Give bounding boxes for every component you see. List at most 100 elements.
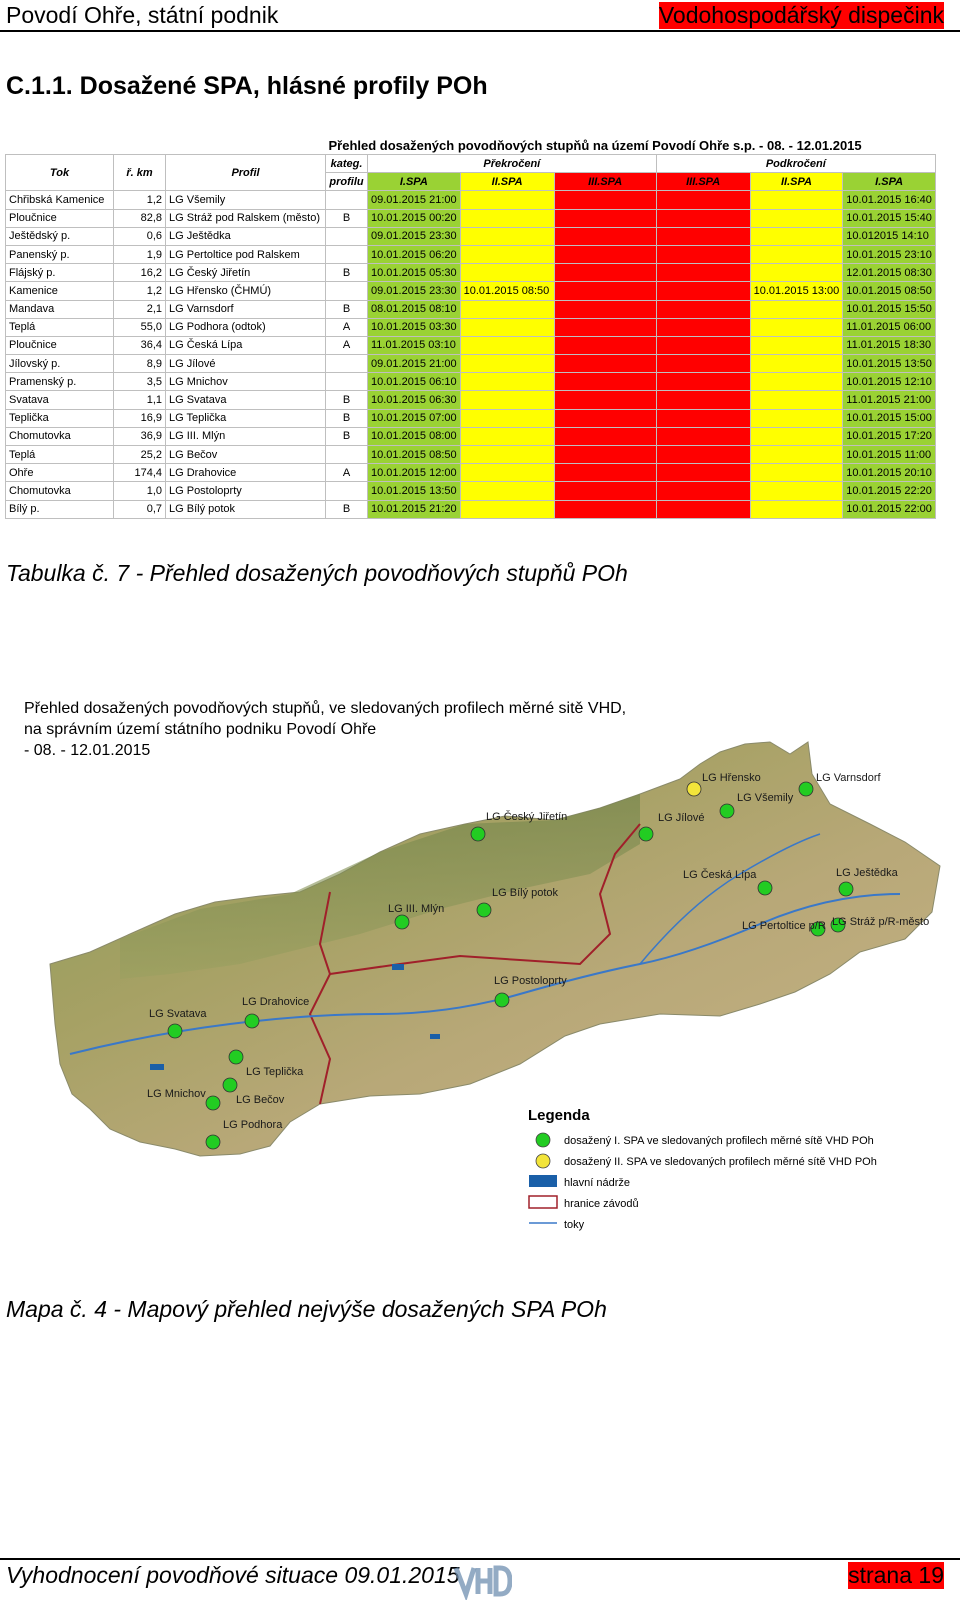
cell-tok: Ohře bbox=[5, 463, 114, 483]
cell-spa1-receded: 10.012015 14:10 bbox=[842, 226, 936, 246]
col-header-kateg: kateg. bbox=[325, 153, 368, 174]
cell-profil: LG Bečov bbox=[165, 444, 326, 465]
cell-rkm: 36,4 bbox=[113, 335, 166, 356]
cell-spa2-receded bbox=[749, 190, 844, 210]
cell-kategorie: B bbox=[325, 263, 368, 283]
table-row: Panenský p. 1,9 LG Pertoltice pod Ralskem 1… bbox=[5, 244, 936, 265]
cell-spa3-exceeded bbox=[553, 372, 657, 392]
cell-spa1-receded: 10.01.2015 20:10 bbox=[842, 463, 936, 483]
cell-spa3-exceeded bbox=[553, 354, 657, 374]
cell-spa3-receded bbox=[655, 208, 751, 228]
table-row: Flájský p. 16,2 LG Český Jiřetín B 10.01.201… bbox=[5, 263, 936, 283]
cell-tok: Flájský p. bbox=[5, 263, 114, 283]
cell-spa1-receded: 11.01.2015 18:30 bbox=[842, 335, 936, 356]
cell-tok: Chomutovka bbox=[5, 426, 114, 447]
cell-spa2-exceeded bbox=[459, 317, 555, 337]
cell-spa3-receded bbox=[655, 372, 751, 392]
cell-spa2-receded bbox=[749, 372, 844, 392]
cell-kategorie: A bbox=[325, 335, 368, 356]
col-header-prekroceni: Překročení bbox=[367, 153, 657, 174]
cell-tok: Kamenice bbox=[5, 281, 114, 301]
mountain-ridge bbox=[120, 794, 640, 979]
cell-spa2-receded bbox=[749, 354, 844, 374]
basin-map: LG Varnsdorf LG Hřensko LG Všemily LG Český… bbox=[49, 741, 941, 1231]
table-header-row-1: Tok ř. km Profil kateg. Překročení Podkr… bbox=[5, 153, 936, 192]
cell-spa2-receded bbox=[749, 481, 844, 501]
station-marker bbox=[798, 781, 814, 797]
station-marker bbox=[830, 917, 846, 933]
legend-item: hlavní nádrže bbox=[564, 1177, 630, 1189]
cell-spa3-receded bbox=[655, 481, 751, 501]
cell-spa1-exceeded: 10.01.2015 06:20 bbox=[367, 244, 461, 265]
station-label: LG Všemily bbox=[737, 792, 794, 804]
station-label: LG Pertoltice p/R bbox=[742, 920, 826, 932]
map-description: Přehled dosažených povodňových stupňů, v… bbox=[24, 698, 626, 761]
cell-spa1-exceeded: 09.01.2015 21:00 bbox=[367, 190, 461, 210]
map-description-line: Přehled dosažených povodňových stupňů, v… bbox=[24, 700, 627, 717]
table-row: Jílovský p. 8,9 LG Jílové 09.01.2015 21:00 1… bbox=[5, 354, 936, 374]
cell-spa2-exceeded bbox=[459, 390, 555, 410]
cell-spa3-exceeded bbox=[553, 444, 657, 465]
cell-profil: LG Podhora (odtok) bbox=[165, 317, 326, 337]
cell-spa2-receded bbox=[749, 335, 844, 356]
col-header-tok: Tok bbox=[5, 153, 114, 192]
cell-rkm: 0,7 bbox=[113, 499, 166, 519]
cell-rkm: 174,4 bbox=[113, 463, 166, 483]
cell-rkm: 82,8 bbox=[113, 208, 166, 228]
col-header-spa3: III.SPA bbox=[553, 172, 657, 192]
cell-spa2-exceeded: 10.01.2015 08:50 bbox=[459, 281, 555, 301]
cell-spa1-exceeded: 09.01.2015 21:00 bbox=[367, 354, 461, 374]
cell-spa3-exceeded bbox=[553, 463, 657, 483]
cell-spa3-receded bbox=[655, 263, 751, 283]
cell-spa2-receded bbox=[749, 444, 844, 465]
station-label: LG Drahovice bbox=[242, 996, 309, 1008]
cell-rkm: 55,0 bbox=[113, 317, 166, 337]
cell-profil: LG Teplička bbox=[165, 408, 326, 428]
cell-kategorie: A bbox=[325, 463, 368, 483]
station-label: LG Postoloprty bbox=[494, 975, 567, 987]
cell-spa1-exceeded: 10.01.2015 08:00 bbox=[367, 426, 461, 447]
basin-area bbox=[49, 741, 941, 1157]
vhd-logo-icon bbox=[453, 1565, 512, 1600]
district-border bbox=[308, 891, 332, 1105]
station-label: LG Česká Lípa bbox=[683, 868, 757, 881]
col-header-rkm: ř. km bbox=[113, 153, 166, 192]
cell-rkm: 1,2 bbox=[113, 190, 166, 210]
cell-spa3-exceeded bbox=[553, 499, 657, 519]
legend-border-swatch bbox=[528, 1195, 558, 1209]
cell-profil: LG Mnichov bbox=[165, 372, 326, 392]
cell-profil: LG Postoloprty bbox=[165, 481, 326, 501]
legend-item: hranice závodů bbox=[564, 1198, 639, 1210]
cell-spa1-receded: 10.01.2015 08:50 bbox=[842, 281, 936, 301]
cell-spa3-receded bbox=[655, 244, 751, 265]
cell-rkm: 1,9 bbox=[113, 244, 166, 265]
station-marker bbox=[167, 1023, 183, 1039]
reservoir bbox=[150, 1064, 164, 1070]
cell-spa1-receded: 10.01.2015 12:10 bbox=[842, 372, 936, 392]
station-label: LG Svatava bbox=[149, 1008, 207, 1020]
station-marker bbox=[476, 902, 492, 918]
table-row: Ohře 174,4 LG Drahovice A 10.01.2015 12:00 10… bbox=[5, 463, 936, 483]
station-label: LG Mnichov bbox=[147, 1088, 206, 1100]
cell-kategorie bbox=[325, 354, 368, 374]
cell-spa1-exceeded: 11.01.2015 03:10 bbox=[367, 335, 461, 356]
cell-spa2-receded bbox=[749, 317, 844, 337]
cell-spa1-exceeded: 10.01.2015 12:00 bbox=[367, 463, 461, 483]
cell-profil: LG Hřensko (ČHMÚ) bbox=[165, 281, 326, 301]
legend-item: dosažený I. SPA ve sledovaných profilech… bbox=[564, 1135, 874, 1147]
cell-spa1-receded: 10.01.2015 15:50 bbox=[842, 299, 936, 319]
cell-spa2-receded bbox=[749, 244, 844, 265]
cell-tok: Teplá bbox=[5, 317, 114, 337]
cell-spa1-exceeded: 10.01.2015 05:30 bbox=[367, 263, 461, 283]
cell-spa1-receded: 11.01.2015 21:00 bbox=[842, 390, 936, 410]
col-header-profilu: profilu bbox=[325, 172, 368, 192]
cell-spa2-exceeded bbox=[459, 426, 555, 447]
cell-rkm: 1,0 bbox=[113, 481, 166, 501]
col-header-spa3b: III.SPA bbox=[655, 172, 751, 192]
cell-rkm: 3,5 bbox=[113, 372, 166, 392]
cell-spa2-receded: 10.01.2015 13:00 bbox=[749, 281, 844, 301]
cell-kategorie: B bbox=[325, 299, 368, 319]
cell-spa2-receded bbox=[749, 463, 844, 483]
table-row: Chomutovka 1,0 LG Postoloprty 10.01.2015 13… bbox=[5, 481, 936, 501]
footer-document-title: Vyhodnocení povodňové situace 09.01.2015 bbox=[6, 1562, 460, 1588]
